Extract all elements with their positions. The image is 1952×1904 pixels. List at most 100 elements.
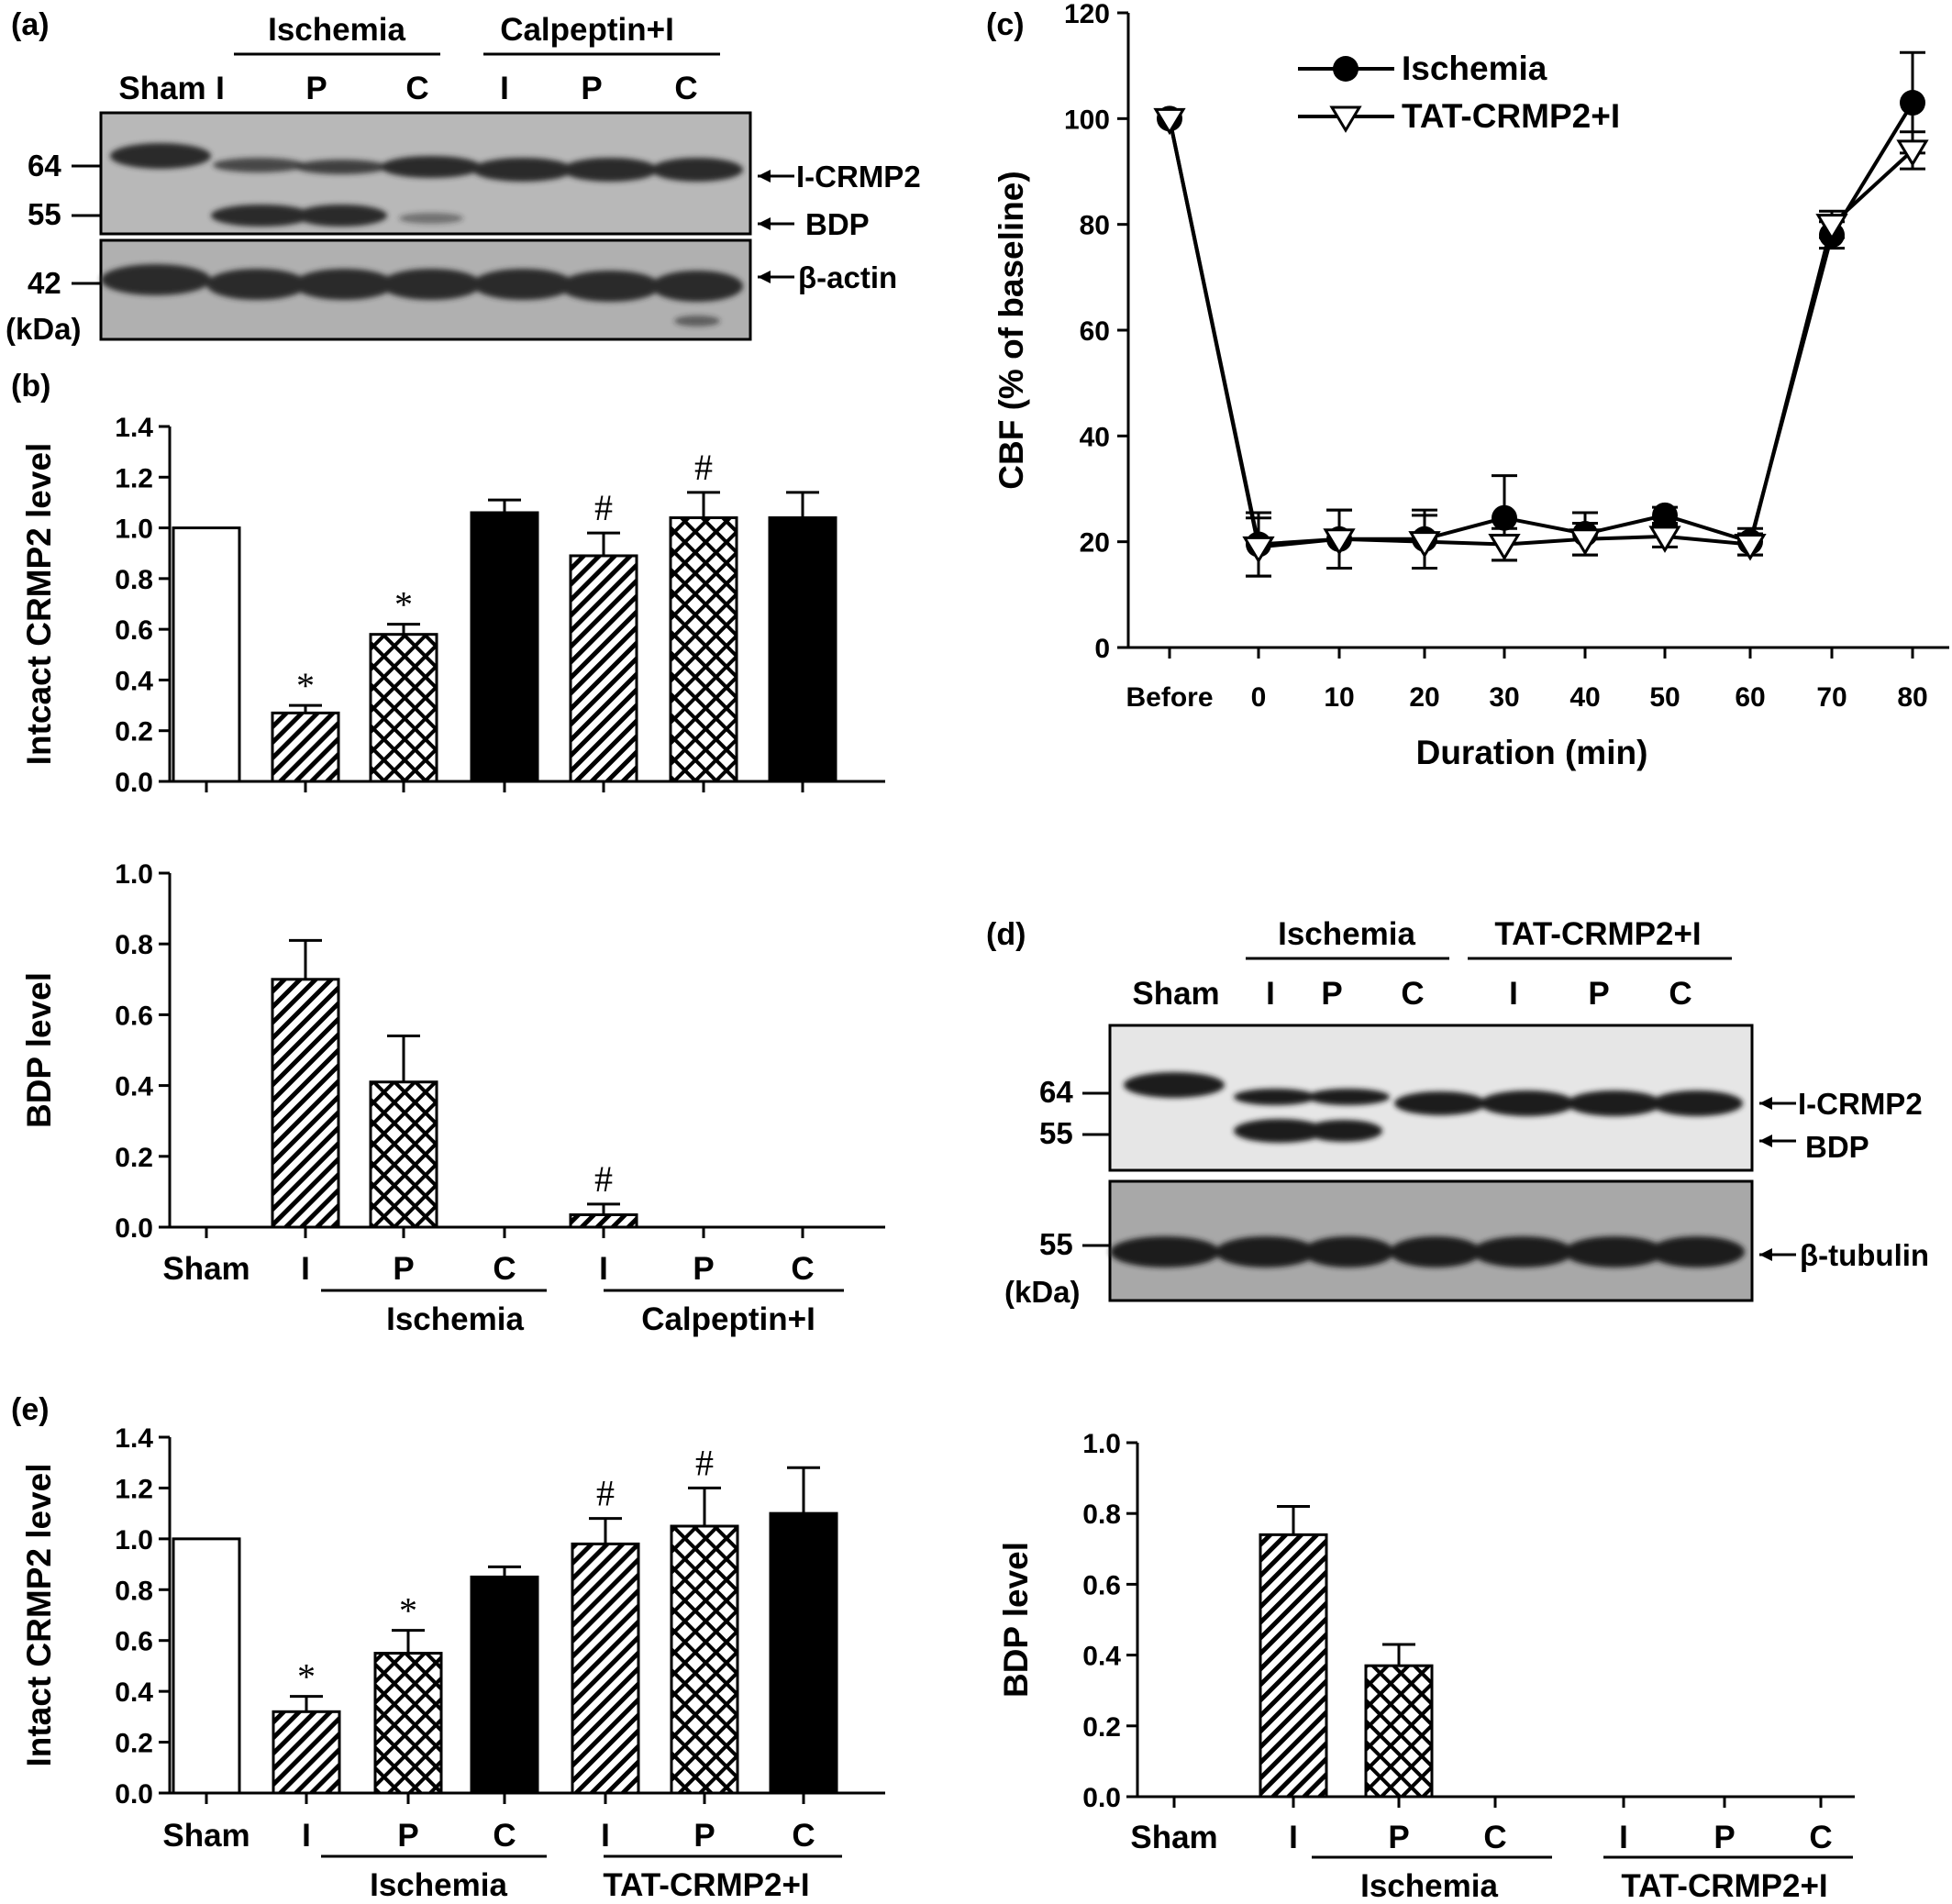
y-tick-label: 1.0: [115, 1525, 153, 1555]
y-axis-label: Intcact CRMP2 level: [20, 443, 58, 766]
bar: [669, 516, 738, 783]
bar: [1259, 1533, 1328, 1799]
blot-d-band-icrmp2: I-CRMP2: [1798, 1087, 1923, 1121]
bar: [172, 1537, 241, 1795]
x-tick-label: 50: [1649, 682, 1680, 713]
bar: [470, 1575, 539, 1795]
x-category-label: P: [1714, 1820, 1735, 1855]
group-label: Ischemia: [370, 1867, 507, 1903]
panel-label-e: (e): [11, 1392, 50, 1427]
x-category-label: Sham: [162, 1251, 250, 1287]
blot-d-lane: C: [1401, 976, 1424, 1012]
y-tick-label: 0: [1094, 634, 1110, 664]
x-tick-label: 30: [1489, 682, 1519, 713]
x-category-label: P: [393, 1251, 414, 1287]
blot-a-kda-label: (kDa): [6, 312, 82, 346]
y-tick-label: 0.6: [115, 1001, 153, 1031]
line-chart-c: 0 20 40 60 80 100 120 Before 0 10 20 30 40 50 60 70 80 CB…: [993, 0, 1949, 771]
data-point: [1323, 528, 1356, 556]
y-axis-label: BDP level: [20, 972, 58, 1128]
blot-a-lane: P: [581, 71, 602, 106]
blot-d-band-tubulin: β-tubulin: [1800, 1238, 1929, 1272]
data-point: [1488, 534, 1521, 561]
blot-a-lane-sham: Sham: [118, 71, 205, 106]
y-tick-label: 1.4: [115, 1423, 153, 1454]
y-tick-label: 0.2: [115, 717, 153, 747]
x-category-label: P: [397, 1818, 418, 1854]
x-tick-label: 80: [1897, 682, 1927, 713]
legend-marker: [1329, 105, 1362, 133]
y-tick-label: 0.8: [1082, 1500, 1121, 1530]
bar: [769, 1511, 838, 1795]
y-tick-label: 20: [1080, 528, 1110, 559]
blot-a-band-actin: β-actin: [798, 260, 897, 294]
y-tick-label: 1.4: [115, 413, 153, 443]
blot-a-band-bdp: BDP: [805, 207, 870, 241]
x-category-label: P: [1388, 1820, 1409, 1855]
blot-d-marker-64: 64: [1039, 1075, 1073, 1109]
data-point: [1900, 90, 1925, 116]
data-point: [1492, 504, 1517, 531]
y-tick-label: 40: [1080, 422, 1110, 452]
group-label: TAT-CRMP2+I: [603, 1867, 809, 1903]
bar: [569, 554, 638, 783]
series-line: [1168, 101, 1914, 547]
panel-label-b: (b): [11, 369, 50, 404]
y-tick-label: 0.0: [115, 1213, 153, 1244]
bar: [271, 978, 340, 1229]
x-category-label: I: [599, 1251, 608, 1287]
x-tick-label: 40: [1569, 682, 1600, 713]
blot-d-kda-label: (kDa): [1004, 1275, 1081, 1309]
y-axis-label: CBF (% of baseline): [993, 171, 1030, 489]
y-tick-label: 0.4: [115, 666, 153, 696]
bar: [1364, 1664, 1434, 1799]
y-axis-label: BDP level: [997, 1542, 1035, 1698]
x-category-label: Sham: [162, 1818, 250, 1854]
significance-marker: *: [297, 1656, 316, 1698]
blot-a-lane: C: [674, 71, 697, 106]
blot-a-lane: I: [216, 71, 225, 106]
x-category-label: C: [791, 1251, 814, 1287]
x-tick-label: 10: [1324, 682, 1354, 713]
bar-chart-b_top: 0.0 0.2 0.4 0.6 0.8 1.0 1.2 1.4 Intcact CRMP2 le…: [20, 413, 885, 798]
significance-marker: *: [399, 1590, 417, 1632]
bar: [172, 526, 241, 783]
y-tick-label: 60: [1080, 316, 1110, 347]
significance-marker: #: [694, 447, 713, 488]
x-category-label: C: [1483, 1820, 1506, 1855]
data-point: [1896, 139, 1929, 167]
series-tat-crmp2: [1153, 107, 1929, 578]
y-tick-label: 0.8: [115, 1576, 153, 1606]
blot-a-lane: I: [500, 71, 509, 106]
significance-marker: #: [695, 1442, 714, 1483]
y-tick-label: 0.0: [115, 1779, 153, 1810]
bar: [369, 633, 438, 783]
x-category-label: C: [1809, 1820, 1832, 1855]
blot-a-group-calpeptin: Calpeptin+I: [500, 12, 674, 48]
bar: [373, 1652, 443, 1795]
panel-label-c: (c): [986, 7, 1025, 42]
bar: [271, 711, 340, 783]
blot-a-lane: C: [405, 71, 428, 106]
bar: [272, 1710, 341, 1795]
bar: [571, 1542, 640, 1795]
blot-d-lane: P: [1588, 976, 1609, 1012]
data-point: [1734, 534, 1767, 561]
y-tick-label: 0.6: [115, 615, 153, 646]
y-tick-label: 0.6: [115, 1627, 153, 1657]
x-category-label: I: [301, 1251, 310, 1287]
blot-d-lane: P: [1321, 976, 1342, 1012]
group-label: Ischemia: [386, 1301, 524, 1337]
data-point: [1408, 531, 1441, 559]
blot-d-group-ischemia: Ischemia: [1278, 916, 1415, 952]
charts: 0.0 0.2 0.4 0.6 0.8 1.0 1.2 1.4 Intcact CRMP2 le…: [20, 0, 1949, 1904]
blot-d-group-tat: TAT-CRMP2+I: [1494, 916, 1701, 952]
bar: [569, 1212, 638, 1229]
blot-d-band-bdp: BDP: [1805, 1130, 1869, 1164]
blot-a-lane: P: [305, 71, 327, 106]
x-tick-label: Before: [1126, 682, 1213, 713]
x-category-label: I: [1619, 1820, 1628, 1855]
x-category-label: C: [792, 1818, 815, 1854]
x-category-label: P: [693, 1251, 714, 1287]
